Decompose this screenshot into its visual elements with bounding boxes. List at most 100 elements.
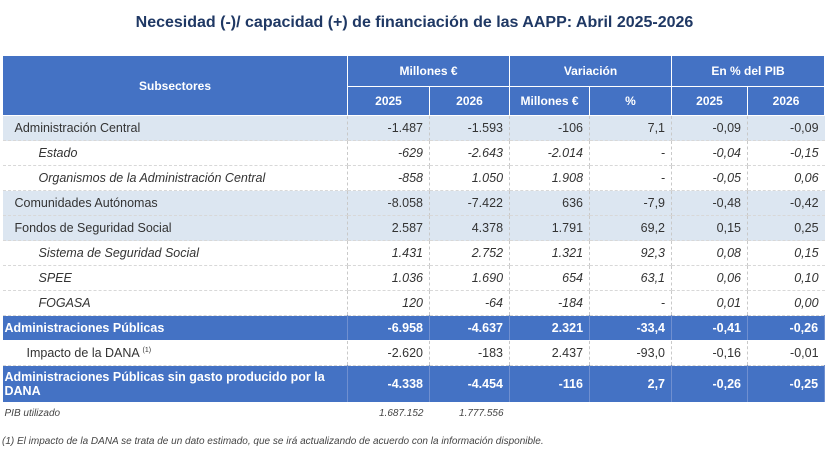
cell-variacion-pct: -33,4 — [589, 315, 673, 341]
cell-variacion-millones: 636 — [509, 190, 591, 216]
financing-table: Subsectores Millones € Variación En % de… — [2, 55, 826, 424]
cell-millones-2026: -4.637 — [429, 315, 511, 341]
cell-variacion-pct: 2,7 — [589, 365, 673, 403]
cell-variacion-millones: -116 — [509, 365, 591, 403]
row-label: Administración Central — [2, 115, 348, 141]
cell-variacion-millones: 2.321 — [509, 315, 591, 341]
table-row: Fondos de Seguridad Social 2.587 4.378 1… — [2, 215, 825, 241]
cell-variacion-pct: - — [589, 290, 673, 316]
cell-variacion-pct: 92,3 — [589, 240, 673, 266]
header-pib-2026: 2026 — [747, 86, 826, 116]
cell-millones-2026: -2.643 — [429, 140, 511, 166]
cell-variacion-pct: - — [589, 165, 673, 191]
cell-millones-2025: -629 — [347, 140, 430, 166]
cell-pib-2026: -0,15 — [747, 140, 825, 166]
row-label: Comunidades Autónomas — [2, 190, 348, 216]
cell-millones-2025: -1.487 — [347, 115, 430, 141]
cell-pib-2026: -0,26 — [747, 315, 826, 341]
cell-variacion-millones: 1.791 — [509, 215, 591, 241]
header-variacion-pct: % — [589, 86, 673, 116]
table-row: Organismos de la Administración Central … — [2, 165, 825, 191]
cell-pib-2026: 0,25 — [747, 215, 825, 241]
cell-millones-2026: 1.050 — [429, 165, 511, 191]
header-millones: Millones € — [346, 55, 511, 87]
header-millones-2026: 2026 — [428, 86, 511, 116]
cell-pib-2025: -0,16 — [671, 340, 749, 366]
header-pib-2025: 2025 — [671, 86, 749, 116]
cell-pib-2025: 0,01 — [671, 290, 749, 316]
table-row: Impacto de la DANA (1) -2.620 -183 2.437… — [2, 340, 825, 366]
cell-pib-2025: -0,48 — [671, 190, 749, 216]
cell-millones-2026: 1.690 — [429, 265, 511, 291]
row-label: Estado — [2, 140, 348, 166]
cell-millones-2026: -7.422 — [429, 190, 511, 216]
cell-pib-2025: -0,05 — [671, 165, 749, 191]
cell-pib-2026: -0,01 — [747, 340, 825, 366]
row-label: Administraciones Públicas — [2, 315, 348, 341]
cell-pib-2025: -0,04 — [671, 140, 749, 166]
cell-millones-2025: -6.958 — [347, 315, 430, 341]
cell-millones-2026: -183 — [429, 340, 511, 366]
cell-pib-2026: 0,10 — [747, 265, 825, 291]
cell-millones-2025: 2.587 — [347, 215, 430, 241]
cell-pib-2026: -0,25 — [747, 365, 826, 403]
header-pib-pct: En % del PIB — [671, 55, 826, 87]
cell-millones-2025: -8.058 — [347, 190, 430, 216]
header-variacion: Variación — [509, 55, 673, 87]
cell-millones-2026: 4.378 — [429, 215, 511, 241]
cell-pib-2025: 0,06 — [671, 265, 749, 291]
header-subsectores: Subsectores — [2, 55, 348, 116]
cell-variacion-millones: -184 — [509, 290, 591, 316]
row-label: Impacto de la DANA (1) — [2, 340, 348, 366]
cell-millones-2026: -1.593 — [429, 115, 511, 141]
cell-variacion-pct: 69,2 — [589, 215, 673, 241]
row-label: SPEE — [2, 265, 348, 291]
cell-pib-2025: 0,08 — [671, 240, 749, 266]
cell-pib-2025: -0,09 — [671, 115, 749, 141]
header-variacion-millones: Millones € — [509, 86, 591, 116]
cell-variacion-pct: 63,1 — [589, 265, 673, 291]
row-label: Administraciones Públicas sin gasto prod… — [2, 365, 348, 403]
pib-row: PIB utilizado 1.687.152 1.777.556 — [3, 403, 825, 424]
cell-variacion-millones: 654 — [509, 265, 591, 291]
cell-pib-2025: 0,15 — [671, 215, 749, 241]
cell-pib-2026: -0,09 — [747, 115, 825, 141]
cell-variacion-pct: - — [589, 140, 673, 166]
cell-millones-2025: 1.431 — [347, 240, 430, 266]
cell-millones-2026: 2.752 — [429, 240, 511, 266]
cell-millones-2025: -858 — [347, 165, 430, 191]
pib-label: PIB utilizado — [4, 407, 61, 419]
row-label: Sistema de Seguridad Social — [2, 240, 348, 266]
table-row: Administración Central -1.487 -1.593 -10… — [2, 115, 825, 141]
cell-pib-2026: -0,42 — [747, 190, 825, 216]
cell-millones-2025: -4.338 — [347, 365, 430, 403]
cell-variacion-millones: 1.321 — [509, 240, 591, 266]
row-label: Fondos de Seguridad Social — [2, 215, 348, 241]
table-row: Comunidades Autónomas -8.058 -7.422 636 … — [2, 190, 825, 216]
cell-pib-2026: 0,15 — [747, 240, 825, 266]
cell-millones-2025: 120 — [347, 290, 430, 316]
cell-pib-2025: -0,41 — [671, 315, 749, 341]
table-row-total: Administraciones Públicas -6.958 -4.637 … — [2, 315, 826, 341]
cell-variacion-millones: -2.014 — [509, 140, 591, 166]
cell-millones-2026: -4.454 — [429, 365, 511, 403]
table-row: Sistema de Seguridad Social 1.431 2.752 … — [2, 240, 825, 266]
row-label: Organismos de la Administración Central — [2, 165, 348, 191]
footnote-ref: (1) — [142, 346, 152, 354]
pib-2025: 1.687.152 — [379, 407, 424, 419]
cell-pib-2026: 0,06 — [747, 165, 825, 191]
cell-variacion-pct: -93,0 — [589, 340, 673, 366]
row-label-text: Impacto de la DANA — [26, 346, 140, 360]
cell-millones-2025: 1.036 — [347, 265, 430, 291]
cell-variacion-pct: -7,9 — [589, 190, 673, 216]
pib-2026: 1.777.556 — [459, 407, 504, 419]
cell-variacion-millones: -106 — [509, 115, 591, 141]
table-row: FOGASA 120 -64 -184 - 0,01 0,00 — [2, 290, 825, 316]
cell-variacion-millones: 1.908 — [509, 165, 591, 191]
table-row-total: Administraciones Públicas sin gasto prod… — [2, 365, 826, 403]
cell-pib-2026: 0,00 — [747, 290, 825, 316]
cell-variacion-millones: 2.437 — [509, 340, 591, 366]
table-row: Estado -629 -2.643 -2.014 - -0,04 -0,15 — [2, 140, 825, 166]
row-label: FOGASA — [2, 290, 348, 316]
footnote: (1) El impacto de la DANA se trata de un… — [2, 436, 544, 447]
